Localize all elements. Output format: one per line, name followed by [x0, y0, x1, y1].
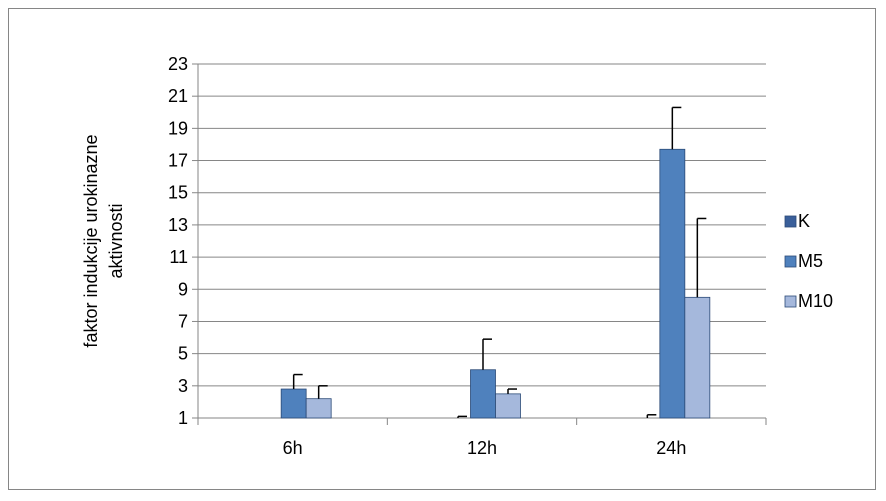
legend-swatch-M5 [784, 255, 797, 268]
bar-M5-6h [280, 388, 307, 419]
bar-M5-12h [470, 369, 496, 419]
x-tick-label: 24h [656, 438, 686, 458]
y-tick-label: 13 [168, 215, 188, 235]
error-bars [292, 106, 707, 418]
y-tick-label: 17 [168, 151, 188, 171]
y-tick-label: 9 [178, 279, 188, 299]
bar-M10-6h [305, 398, 332, 419]
y-tick-label: 1 [178, 408, 188, 428]
bars [280, 148, 711, 419]
legend: K M5 M10 [784, 211, 833, 311]
legend-label-M5: M5 [798, 251, 823, 271]
y-tick-label: 3 [178, 376, 188, 396]
y-tick-label: 21 [168, 86, 188, 106]
y-axis-title-line-2: aktivnosti [106, 203, 126, 278]
y-tick-label: 7 [178, 311, 188, 331]
y-tick-label: 15 [168, 183, 188, 203]
legend-swatch-M10 [784, 295, 797, 308]
y-tick-label: 19 [168, 118, 188, 138]
bar-M10-12h [495, 393, 521, 419]
legend-label-K: K [798, 211, 810, 231]
chart-frame [8, 8, 876, 490]
y-tick-label: 11 [169, 247, 188, 267]
x-tick-label: 6h [283, 438, 303, 458]
legend-swatch-K [784, 215, 797, 228]
y-tick-label: 23 [168, 54, 188, 74]
bar-M5-24h [659, 148, 686, 419]
bar-M10-24h [684, 296, 711, 419]
y-axis-title-line-1: faktor indukcije urokinazne [81, 134, 101, 347]
y-tick-label: 5 [178, 344, 188, 364]
x-tick-labels: 6h 12h 24h [283, 438, 687, 458]
legend-label-M10: M10 [798, 291, 833, 311]
x-tick-label: 12h [467, 438, 497, 458]
